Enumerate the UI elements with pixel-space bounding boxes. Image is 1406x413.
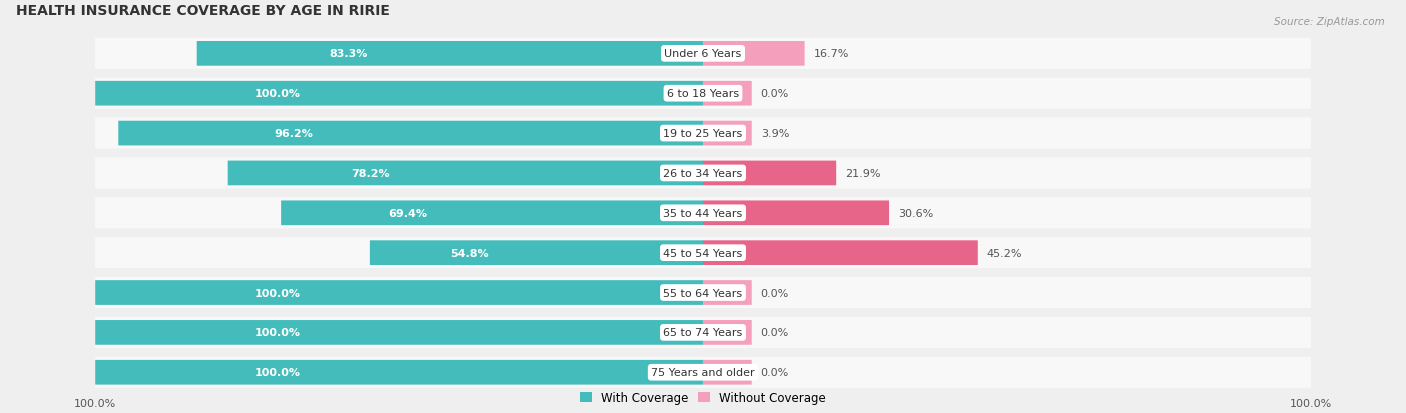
Text: 100.0%: 100.0% [75, 399, 117, 408]
Text: 100.0%: 100.0% [254, 328, 301, 337]
Text: 100.0%: 100.0% [1289, 399, 1331, 408]
Text: 55 to 64 Years: 55 to 64 Years [664, 288, 742, 298]
Text: 26 to 34 Years: 26 to 34 Years [664, 169, 742, 178]
FancyBboxPatch shape [96, 118, 1310, 149]
FancyBboxPatch shape [703, 241, 977, 266]
Text: 45 to 54 Years: 45 to 54 Years [664, 248, 742, 258]
Legend: With Coverage, Without Coverage: With Coverage, Without Coverage [579, 391, 827, 404]
FancyBboxPatch shape [703, 280, 752, 305]
Text: 0.0%: 0.0% [761, 328, 789, 337]
FancyBboxPatch shape [96, 280, 703, 305]
FancyBboxPatch shape [96, 158, 1310, 189]
Text: 21.9%: 21.9% [845, 169, 880, 178]
Text: 30.6%: 30.6% [898, 208, 934, 218]
FancyBboxPatch shape [118, 121, 703, 146]
Text: 69.4%: 69.4% [388, 208, 427, 218]
FancyBboxPatch shape [703, 161, 837, 186]
Text: 54.8%: 54.8% [450, 248, 489, 258]
Text: 6 to 18 Years: 6 to 18 Years [666, 89, 740, 99]
Text: HEALTH INSURANCE COVERAGE BY AGE IN RIRIE: HEALTH INSURANCE COVERAGE BY AGE IN RIRI… [17, 4, 391, 18]
Text: 19 to 25 Years: 19 to 25 Years [664, 129, 742, 139]
FancyBboxPatch shape [96, 320, 703, 345]
Text: 65 to 74 Years: 65 to 74 Years [664, 328, 742, 337]
Text: 96.2%: 96.2% [274, 129, 314, 139]
FancyBboxPatch shape [703, 121, 752, 146]
Text: 83.3%: 83.3% [329, 49, 368, 59]
FancyBboxPatch shape [96, 360, 703, 385]
Text: 0.0%: 0.0% [761, 288, 789, 298]
FancyBboxPatch shape [96, 39, 1310, 70]
Text: Source: ZipAtlas.com: Source: ZipAtlas.com [1274, 17, 1385, 26]
FancyBboxPatch shape [703, 360, 752, 385]
FancyBboxPatch shape [96, 237, 1310, 268]
Text: 3.9%: 3.9% [761, 129, 789, 139]
FancyBboxPatch shape [96, 357, 1310, 388]
FancyBboxPatch shape [228, 161, 703, 186]
FancyBboxPatch shape [96, 82, 703, 106]
FancyBboxPatch shape [703, 320, 752, 345]
FancyBboxPatch shape [703, 82, 752, 106]
Text: 0.0%: 0.0% [761, 89, 789, 99]
Text: 0.0%: 0.0% [761, 367, 789, 377]
FancyBboxPatch shape [96, 198, 1310, 229]
Text: 75 Years and older: 75 Years and older [651, 367, 755, 377]
Text: 16.7%: 16.7% [814, 49, 849, 59]
FancyBboxPatch shape [281, 201, 703, 225]
Text: 100.0%: 100.0% [254, 367, 301, 377]
FancyBboxPatch shape [703, 42, 804, 66]
Text: 100.0%: 100.0% [254, 89, 301, 99]
FancyBboxPatch shape [703, 201, 889, 225]
FancyBboxPatch shape [370, 241, 703, 266]
FancyBboxPatch shape [96, 277, 1310, 309]
Text: 45.2%: 45.2% [987, 248, 1022, 258]
Text: 78.2%: 78.2% [352, 169, 389, 178]
Text: 35 to 44 Years: 35 to 44 Years [664, 208, 742, 218]
FancyBboxPatch shape [96, 78, 1310, 109]
FancyBboxPatch shape [96, 317, 1310, 348]
Text: 100.0%: 100.0% [254, 288, 301, 298]
FancyBboxPatch shape [197, 42, 703, 66]
Text: Under 6 Years: Under 6 Years [665, 49, 741, 59]
